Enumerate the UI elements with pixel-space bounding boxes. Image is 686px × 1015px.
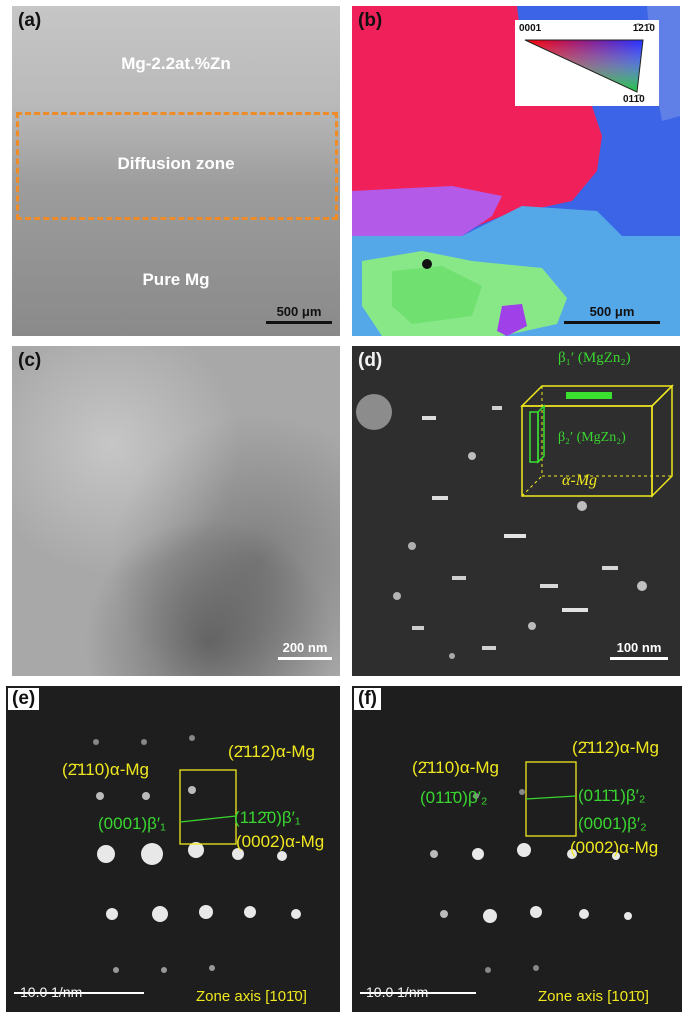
spot-0001-e: (0001)β′₁ bbox=[98, 814, 166, 833]
scale-bar-a-text: 500 μm bbox=[276, 304, 322, 319]
spot-2112-f: (2̄112)α-Mg bbox=[572, 738, 659, 757]
spot-0110-f: (011̄0)β′₂ bbox=[420, 788, 488, 807]
scale-bar-b-text: 500 μm bbox=[589, 304, 635, 319]
panel-b-label: (b) bbox=[358, 10, 383, 31]
ipf-legend: 0001 1̄21̄0 011̄0 bbox=[515, 20, 659, 106]
ipf-triangle bbox=[524, 39, 644, 93]
diffraction-pattern-f bbox=[360, 761, 632, 994]
scale-bar-a: 500 μm bbox=[266, 304, 332, 324]
panel-c: (c) 200 nm bbox=[12, 346, 340, 676]
panel-a: (a) Mg-2.2at.%Zn Diffusion zone Pure Mg … bbox=[12, 6, 340, 336]
diffusion-zone-label: Diffusion zone bbox=[117, 154, 235, 173]
spot-0002-e: (0002)α-Mg bbox=[236, 832, 325, 851]
diffusion-zone-box bbox=[16, 112, 338, 220]
ipf-1210-label: 1̄21̄0 bbox=[632, 23, 655, 34]
spot-2112-e: (2̄112)α-Mg bbox=[228, 742, 315, 761]
panel-a-label: (a) bbox=[18, 10, 42, 31]
scale-bar-d-text: 100 nm bbox=[616, 640, 662, 655]
spot-2110-e: (2̄110)α-Mg bbox=[62, 760, 149, 779]
spot-0111-f: (011̄1)β′₂ bbox=[578, 786, 646, 805]
panel-e: (e) (2̄110)α-Mg (2̄112)α-Mg (0001)β′₁ (1… bbox=[6, 686, 340, 1012]
spot-0002-f: (0002)α-Mg bbox=[570, 838, 659, 857]
pure-mg-label: Pure Mg bbox=[142, 270, 210, 289]
spot-1120-e: (112̄0)β′₁ bbox=[234, 808, 301, 827]
panel-d-label: (d) bbox=[358, 350, 383, 371]
scale-bar-c: 200 nm bbox=[278, 640, 332, 660]
scale-bar-b: 500 μm bbox=[564, 304, 660, 324]
scale-bar-d: 100 nm bbox=[610, 640, 668, 660]
beta2-label: β₂′ (MgZn₂) bbox=[558, 430, 626, 445]
scale-bar-f-text: 10.0 1/nm bbox=[366, 984, 429, 1000]
zone-axis-e: Zone axis [101̄0] bbox=[196, 988, 307, 1005]
panel-e-label: (e) bbox=[8, 688, 40, 710]
tem-dark-field bbox=[356, 384, 674, 659]
spot-2110-f: (2̄110)α-Mg bbox=[412, 758, 499, 777]
panel-f: (f) (2̄110)α-Mg (2̄112)α-Mg (011̄0)β′₂ (… bbox=[352, 686, 682, 1012]
scale-bar-c-text: 200 nm bbox=[282, 640, 328, 655]
panel-c-label: (c) bbox=[18, 350, 42, 371]
alpha-mg-label: α-Mg bbox=[562, 472, 598, 489]
beta1-label: β₁′ (MgZn₂) bbox=[558, 350, 631, 366]
spot-0001-f: (0001)β′₂ bbox=[578, 814, 647, 833]
panel-f-label: (f) bbox=[354, 688, 381, 710]
panel-b: 0001 1̄21̄0 011̄0 (b) 500 μm bbox=[352, 6, 680, 336]
alloy-label: Mg-2.2at.%Zn bbox=[121, 54, 231, 73]
ipf-0001-label: 0001 bbox=[519, 23, 542, 34]
diffraction-pattern-e bbox=[14, 735, 301, 994]
zone-axis-f: Zone axis [101̄0] bbox=[538, 988, 649, 1005]
scale-bar-e-text: 10.0 1/nm bbox=[20, 984, 83, 1000]
panel-d: (d) β₁′ (MgZn₂) β₂′ (MgZn₂) α-Mg 100 nm bbox=[352, 346, 680, 676]
ipf-0110-label: 011̄0 bbox=[623, 94, 645, 105]
